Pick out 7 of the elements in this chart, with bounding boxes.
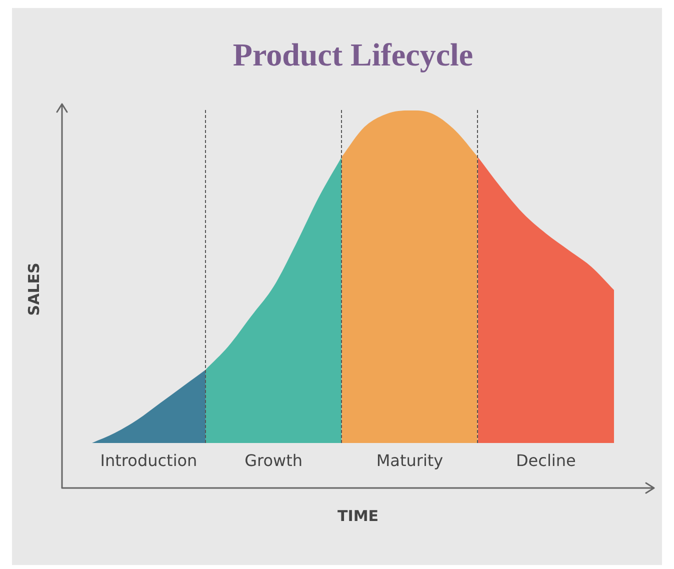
chart-title: Product Lifecycle xyxy=(232,36,474,72)
series-label: Introduction xyxy=(100,451,198,470)
series-label: Decline xyxy=(516,451,576,470)
x-axis-title: TIME xyxy=(338,506,378,525)
series-label: Maturity xyxy=(376,451,444,470)
series-label: Growth xyxy=(244,451,303,470)
y-axis-title: SALES xyxy=(24,262,43,316)
